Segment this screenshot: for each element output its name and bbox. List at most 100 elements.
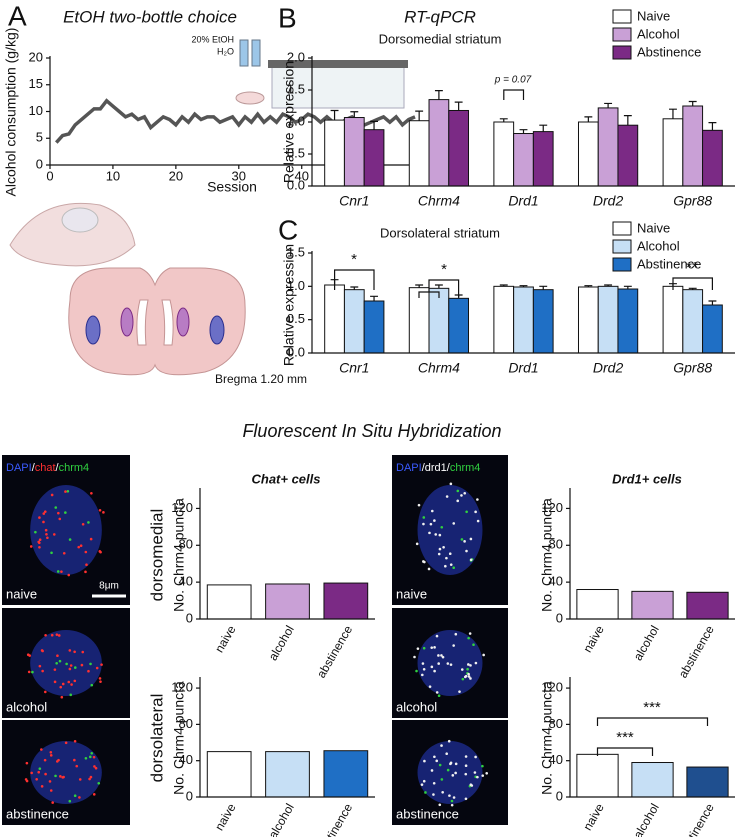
puncta	[448, 552, 452, 555]
puncta	[435, 759, 439, 763]
x-tick-label: Chrm4	[418, 360, 460, 376]
puncta	[452, 522, 456, 525]
puncta	[69, 693, 73, 697]
puncta	[31, 670, 34, 674]
puncta	[460, 538, 464, 541]
puncta	[415, 669, 418, 673]
puncta	[73, 666, 77, 669]
legend-label: Abstinence	[637, 44, 701, 59]
puncta	[468, 632, 472, 635]
legend-swatch	[612, 239, 632, 254]
puncta	[464, 764, 468, 768]
error-bar	[623, 285, 632, 289]
chart-title: Chat+ cells	[251, 471, 320, 486]
puncta	[27, 670, 31, 674]
puncta	[454, 771, 457, 775]
puncta	[463, 540, 466, 543]
bar	[324, 284, 345, 354]
puncta	[464, 755, 468, 758]
error-bar	[415, 284, 424, 288]
y-tick-label: 120	[541, 680, 563, 695]
puncta	[50, 633, 54, 637]
puncta	[84, 550, 88, 554]
puncta	[89, 537, 93, 541]
x-tick-label: Chrm4	[418, 193, 460, 209]
x-tick-label: alcohol	[631, 623, 662, 663]
puncta	[485, 771, 489, 775]
puncta	[456, 489, 460, 493]
legend-swatch	[612, 221, 632, 236]
puncta	[423, 759, 426, 763]
y-tick-label: 80	[179, 537, 193, 552]
bar	[513, 133, 534, 187]
puncta	[442, 545, 445, 549]
puncta	[88, 755, 92, 759]
puncta	[42, 512, 46, 515]
y-axis-label: No. Chrm4 puncta	[539, 498, 555, 612]
puncta	[68, 667, 72, 671]
dorsomedial-region	[120, 307, 134, 337]
puncta	[445, 752, 448, 756]
mouse-head	[9, 202, 136, 267]
x-tick-label: abstinence	[314, 623, 355, 681]
annotation: *	[351, 251, 357, 268]
puncta	[437, 662, 440, 665]
significance-bracket	[596, 747, 654, 756]
puncta	[50, 493, 54, 497]
x-tick-label: Drd1	[508, 360, 538, 376]
puncta	[64, 490, 67, 493]
puncta	[467, 636, 470, 640]
error-bar	[519, 129, 528, 134]
y-tick-label: 1.0	[287, 113, 305, 128]
puncta	[95, 666, 99, 670]
brain-illustration	[9, 202, 246, 376]
puncta	[432, 781, 436, 785]
puncta	[467, 675, 471, 678]
puncta	[469, 677, 472, 680]
cage-illustration	[235, 39, 408, 109]
error-bar	[415, 110, 424, 121]
legend-part: /	[422, 462, 426, 474]
bar	[363, 300, 385, 354]
nucleus	[417, 485, 483, 575]
x-tick-label: Cnr1	[339, 193, 369, 209]
significance-bracket	[418, 279, 460, 298]
puncta	[68, 799, 72, 803]
puncta	[87, 521, 90, 524]
puncta	[42, 520, 45, 524]
legend-swatch	[612, 9, 632, 24]
y-axis-label: No. Chrm4 puncta	[539, 681, 555, 795]
puncta	[481, 774, 485, 777]
bar	[206, 584, 252, 620]
y-axis-label: No. Chrm4 puncta	[171, 681, 187, 795]
error-bar	[604, 102, 613, 108]
legend-swatch	[612, 257, 632, 272]
puncta	[430, 769, 434, 772]
puncta	[55, 633, 59, 636]
y-tick-label: 0.0	[287, 177, 305, 192]
legend-part: /	[56, 462, 60, 474]
legend-part: chrm4	[59, 462, 90, 474]
error-bar	[584, 116, 593, 122]
image-legend: DAPI/chat/chrm4	[6, 462, 89, 474]
error-bar	[519, 285, 528, 287]
error-bar	[370, 120, 378, 130]
x-tick-label: alcohol	[631, 801, 662, 837]
puncta	[54, 774, 57, 778]
y-tick-label: 40	[549, 752, 563, 767]
x-tick-label: Gpr88	[673, 360, 712, 376]
error-bar	[454, 101, 463, 111]
y-axis-label: No. Chrm4 puncta	[171, 498, 187, 612]
puncta	[59, 775, 62, 778]
puncta	[26, 653, 30, 656]
puncta	[464, 772, 468, 776]
y-tick-label: 120	[541, 500, 563, 515]
puncta	[68, 538, 72, 541]
legend-label: Alcohol	[637, 238, 680, 253]
image-label: abstinence	[396, 806, 459, 821]
legend-label: Abstinence	[637, 256, 701, 271]
puncta	[98, 508, 102, 512]
y-axis-label: Relative expression	[281, 244, 297, 366]
error-bar	[669, 108, 677, 119]
puncta	[51, 801, 54, 804]
